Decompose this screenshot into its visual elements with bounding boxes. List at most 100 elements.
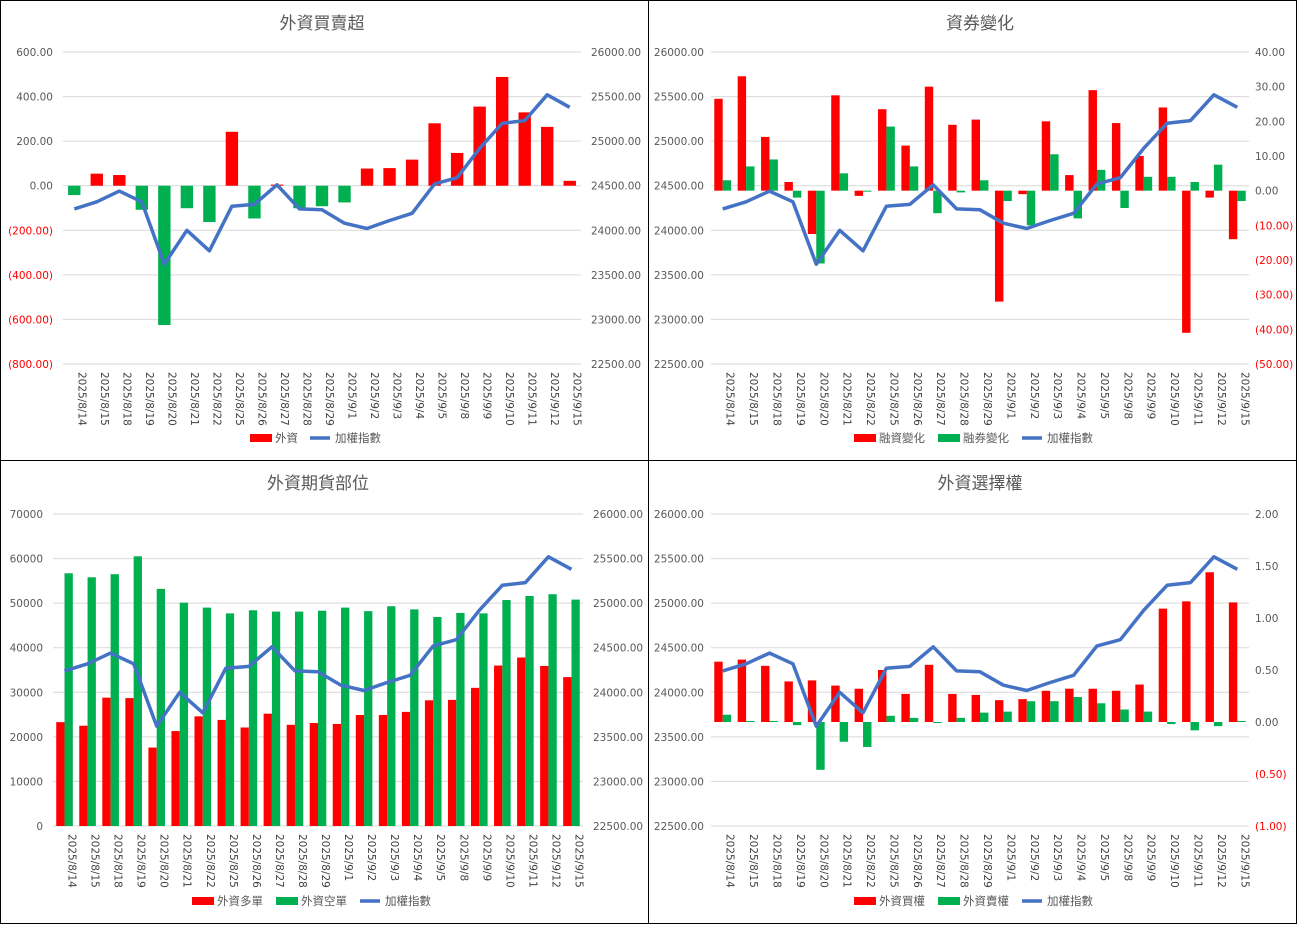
x-tick-label: 2025/9/3 (391, 372, 403, 419)
left-axis-tick-label: 22500.00 (654, 821, 704, 833)
x-tick-label: 2025/8/15 (89, 834, 101, 888)
bar (194, 716, 203, 826)
bar (410, 609, 419, 826)
bar (180, 185, 194, 209)
x-tick-label: 2025/9/15 (572, 834, 584, 888)
x-tick-label: 2025/9/11 (1192, 372, 1204, 426)
bar (202, 607, 212, 826)
left-axis-tick-label: 24500.00 (654, 643, 704, 655)
x-tick-label: 2025/9/11 (1192, 834, 1204, 888)
bar (1096, 703, 1106, 722)
right-axis-tick-label: (20.00) (1255, 255, 1293, 267)
chart-title: 資券變化 (946, 14, 1014, 34)
legend-swatch (854, 897, 876, 905)
right-axis-tick-label: 25000.00 (591, 136, 641, 148)
bar (1041, 121, 1051, 191)
right-axis-tick-label: 20.00 (1255, 116, 1285, 128)
legend-label: 外資賣權 (963, 894, 1009, 908)
bar (217, 719, 226, 826)
bar (909, 166, 919, 191)
bar (1120, 190, 1129, 208)
x-tick-label: 2025/9/2 (1028, 834, 1040, 881)
right-axis-tick-label: (10.00) (1255, 220, 1293, 232)
right-axis-tick-label: (50.00) (1255, 359, 1293, 371)
x-tick-label: 2025/8/25 (887, 372, 899, 426)
x-tick-label: 2025/9/4 (413, 372, 425, 419)
x-tick-label: 2025/9/15 (1238, 372, 1250, 426)
left-axis-tick-label: 10000 (10, 776, 43, 788)
x-tick-label: 2025/8/18 (112, 834, 124, 888)
x-tick-label: 2025/8/27 (934, 834, 946, 888)
x-tick-label: 2025/9/11 (526, 372, 538, 426)
left-axis-tick-label: 25500.00 (654, 554, 704, 566)
chart-title: 外資期貨部位 (267, 474, 369, 494)
bar (364, 611, 373, 826)
legend-swatch (854, 434, 876, 442)
x-tick-label: 2025/8/19 (794, 834, 806, 888)
bar (980, 180, 989, 191)
bar (1050, 701, 1059, 722)
x-tick-label: 2025/9/2 (368, 372, 380, 419)
x-tick-label: 2025/9/4 (411, 834, 423, 881)
bar (518, 112, 531, 186)
x-tick-label: 2025/9/10 (1168, 372, 1180, 426)
bar (540, 665, 549, 826)
bar (428, 123, 441, 186)
right-axis-tick-label: 26000.00 (593, 509, 643, 521)
bar (886, 126, 895, 191)
bar (956, 717, 966, 722)
x-tick-label: 2025/8/25 (227, 834, 239, 888)
bar (933, 722, 942, 723)
bar (714, 98, 723, 191)
bar (816, 190, 825, 264)
bar (548, 594, 557, 826)
bar (1026, 190, 1036, 226)
bar (1041, 690, 1051, 722)
x-tick-label: 2025/8/26 (255, 372, 267, 426)
x-tick-label: 2025/8/21 (841, 372, 853, 426)
x-tick-label: 2025/9/12 (548, 372, 560, 426)
left-axis-tick-label: 30000 (10, 687, 43, 699)
legend: 外資 加權指數 (250, 431, 381, 445)
x-tick-label: 2025/8/14 (66, 834, 78, 888)
bar (387, 606, 396, 826)
x-tick-label: 2025/8/20 (165, 372, 177, 426)
x-tick-label: 2025/9/4 (1075, 372, 1087, 419)
x-tick-label: 2025/9/9 (1145, 834, 1157, 881)
right-axis-tick-label: 24000.00 (591, 225, 641, 237)
x-tick-label: 2025/8/25 (887, 834, 899, 888)
bar (517, 657, 526, 826)
legend-swatch (938, 897, 960, 905)
bar (1096, 169, 1106, 191)
legend-label: 外資空單 (301, 894, 347, 908)
x-tick-label: 2025/9/5 (1098, 834, 1110, 881)
bar (901, 693, 910, 722)
x-tick-label: 2025/8/27 (273, 834, 285, 888)
bar (1190, 722, 1199, 731)
bar (1073, 697, 1082, 722)
legend-label: 加權指數 (1047, 431, 1093, 445)
right-axis-tick-label: 22500.00 (591, 359, 641, 371)
x-tick-label: 2025/8/29 (981, 834, 993, 888)
bar (479, 613, 488, 826)
left-axis-tick-label: 40000 (10, 643, 43, 655)
x-tick-label: 2025/8/28 (300, 372, 312, 426)
bar (1143, 176, 1153, 191)
x-tick-label: 2025/8/21 (841, 834, 853, 888)
x-tick-label: 2025/9/1 (346, 372, 358, 419)
x-tick-label: 2025/9/9 (480, 834, 492, 881)
bar (563, 677, 572, 826)
bar (571, 599, 580, 826)
right-axis-tick-label: 22500.00 (593, 821, 643, 833)
x-tick-label: 2025/8/14 (724, 372, 736, 426)
left-axis-tick-label: 23500.00 (654, 732, 704, 744)
right-axis-tick-label: 23500.00 (593, 732, 643, 744)
legend-label: 加權指數 (335, 431, 381, 445)
left-axis-tick-label: 20000 (10, 732, 43, 744)
bar (971, 694, 980, 722)
bar (332, 723, 342, 826)
bar (1158, 608, 1168, 722)
right-axis-tick-label: 0.50 (1255, 665, 1278, 677)
bar (878, 670, 887, 722)
bar (948, 693, 957, 722)
